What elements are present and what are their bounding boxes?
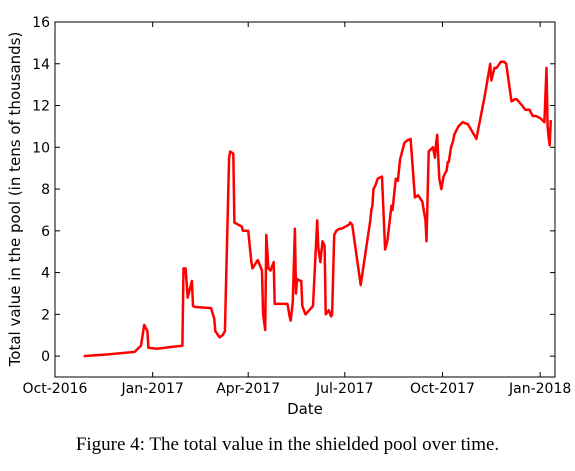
figure-caption: Figure 4: The total value in the shielde… bbox=[75, 434, 500, 455]
plot-area bbox=[54, 21, 556, 378]
y-tick-label: 12 bbox=[32, 99, 50, 115]
x-axis-ticks: Oct-2016 Jan-2017 Apr-2017 Jul-2017 Oct-2017… bbox=[23, 22, 571, 397]
x-axis-title: Date bbox=[287, 400, 323, 418]
y-tick-label: 16 bbox=[32, 15, 50, 31]
y-axis-ticks: 0 2 4 6 8 10 12 14 16 bbox=[32, 15, 555, 365]
y-tick-label: 4 bbox=[41, 266, 50, 282]
x-tick-label: Apr-2017 bbox=[216, 381, 280, 397]
x-tick-label: Jul-2017 bbox=[315, 381, 374, 397]
y-tick-label: 8 bbox=[41, 182, 50, 198]
y-tick-label: 14 bbox=[32, 57, 50, 73]
y-tick-label: 2 bbox=[41, 307, 50, 323]
x-tick-label: Jan-2018 bbox=[508, 381, 571, 397]
y-tick-label: 0 bbox=[41, 349, 50, 365]
y-tick-label: 6 bbox=[41, 224, 50, 240]
y-axis-title: Total value in the pool (in tens of thou… bbox=[6, 32, 24, 368]
x-tick-label: Oct-2016 bbox=[23, 381, 88, 397]
y-tick-label: 10 bbox=[32, 140, 50, 156]
x-tick-label: Oct-2017 bbox=[410, 381, 475, 397]
series-line bbox=[83, 60, 553, 358]
x-tick-label: Jan-2017 bbox=[121, 381, 184, 397]
chart: Oct-2016 Jan-2017 Apr-2017 Jul-2017 Oct-2017… bbox=[6, 15, 571, 418]
